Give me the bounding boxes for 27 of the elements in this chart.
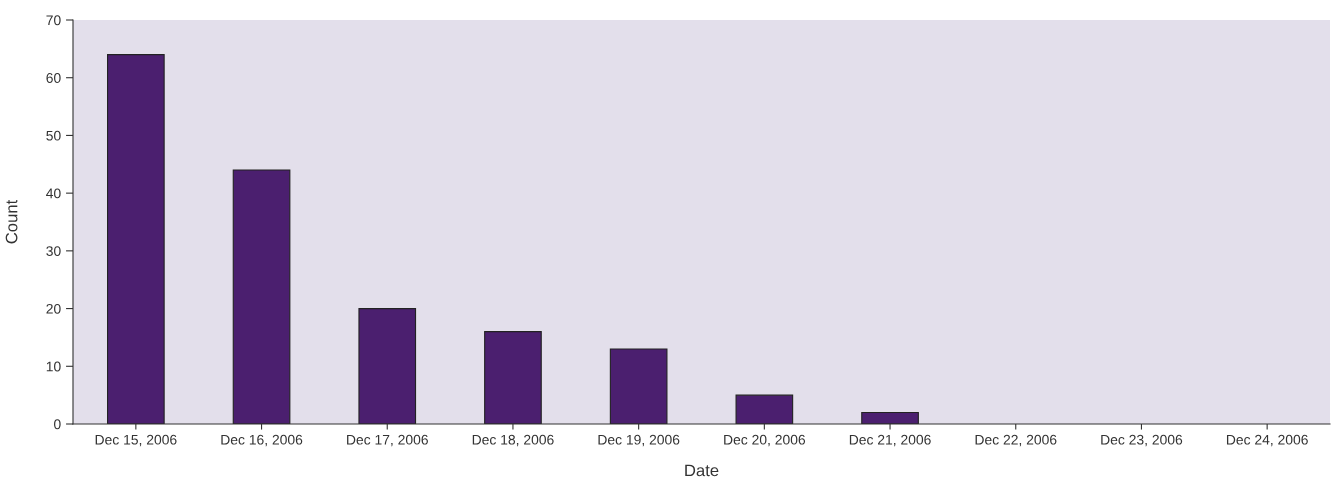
- bar: [861, 411, 919, 424]
- y-tick-label: 30: [46, 246, 61, 257]
- x-tick-label: Dec 21, 2006: [849, 434, 931, 447]
- x-tick-label: Dec 24, 2006: [1226, 434, 1308, 447]
- x-tick-label: Dec 17, 2006: [347, 434, 428, 447]
- x-tick-label: Dec 16, 2006: [221, 434, 303, 447]
- y-tick-label: 0: [54, 419, 61, 430]
- bar: [484, 331, 542, 424]
- y-tick-label: 50: [46, 130, 61, 141]
- y-tick-label: 60: [46, 73, 61, 83]
- bar: [232, 169, 291, 424]
- bar: [358, 308, 417, 424]
- y-tick-label: 70: [46, 15, 61, 26]
- x-tick-label: Dec 23, 2006: [1101, 434, 1183, 447]
- x-tick-label: Dec 15, 2006: [95, 434, 177, 447]
- y-tick-label: 10: [46, 361, 61, 372]
- y-axis-title: Count: [5, 199, 18, 244]
- y-tick-label: 40: [46, 188, 61, 199]
- x-tick-label: Dec 22, 2006: [975, 434, 1057, 447]
- x-tick-label: Dec 19, 2006: [598, 434, 680, 447]
- y-tick-label: 20: [46, 303, 61, 314]
- bar: [107, 54, 165, 424]
- bar: [735, 394, 794, 424]
- x-axis-title: Date: [685, 464, 719, 477]
- x-tick-label: Dec 20, 2006: [724, 434, 806, 447]
- bar: [609, 348, 668, 424]
- x-tick-label: Dec 18, 2006: [472, 434, 554, 447]
